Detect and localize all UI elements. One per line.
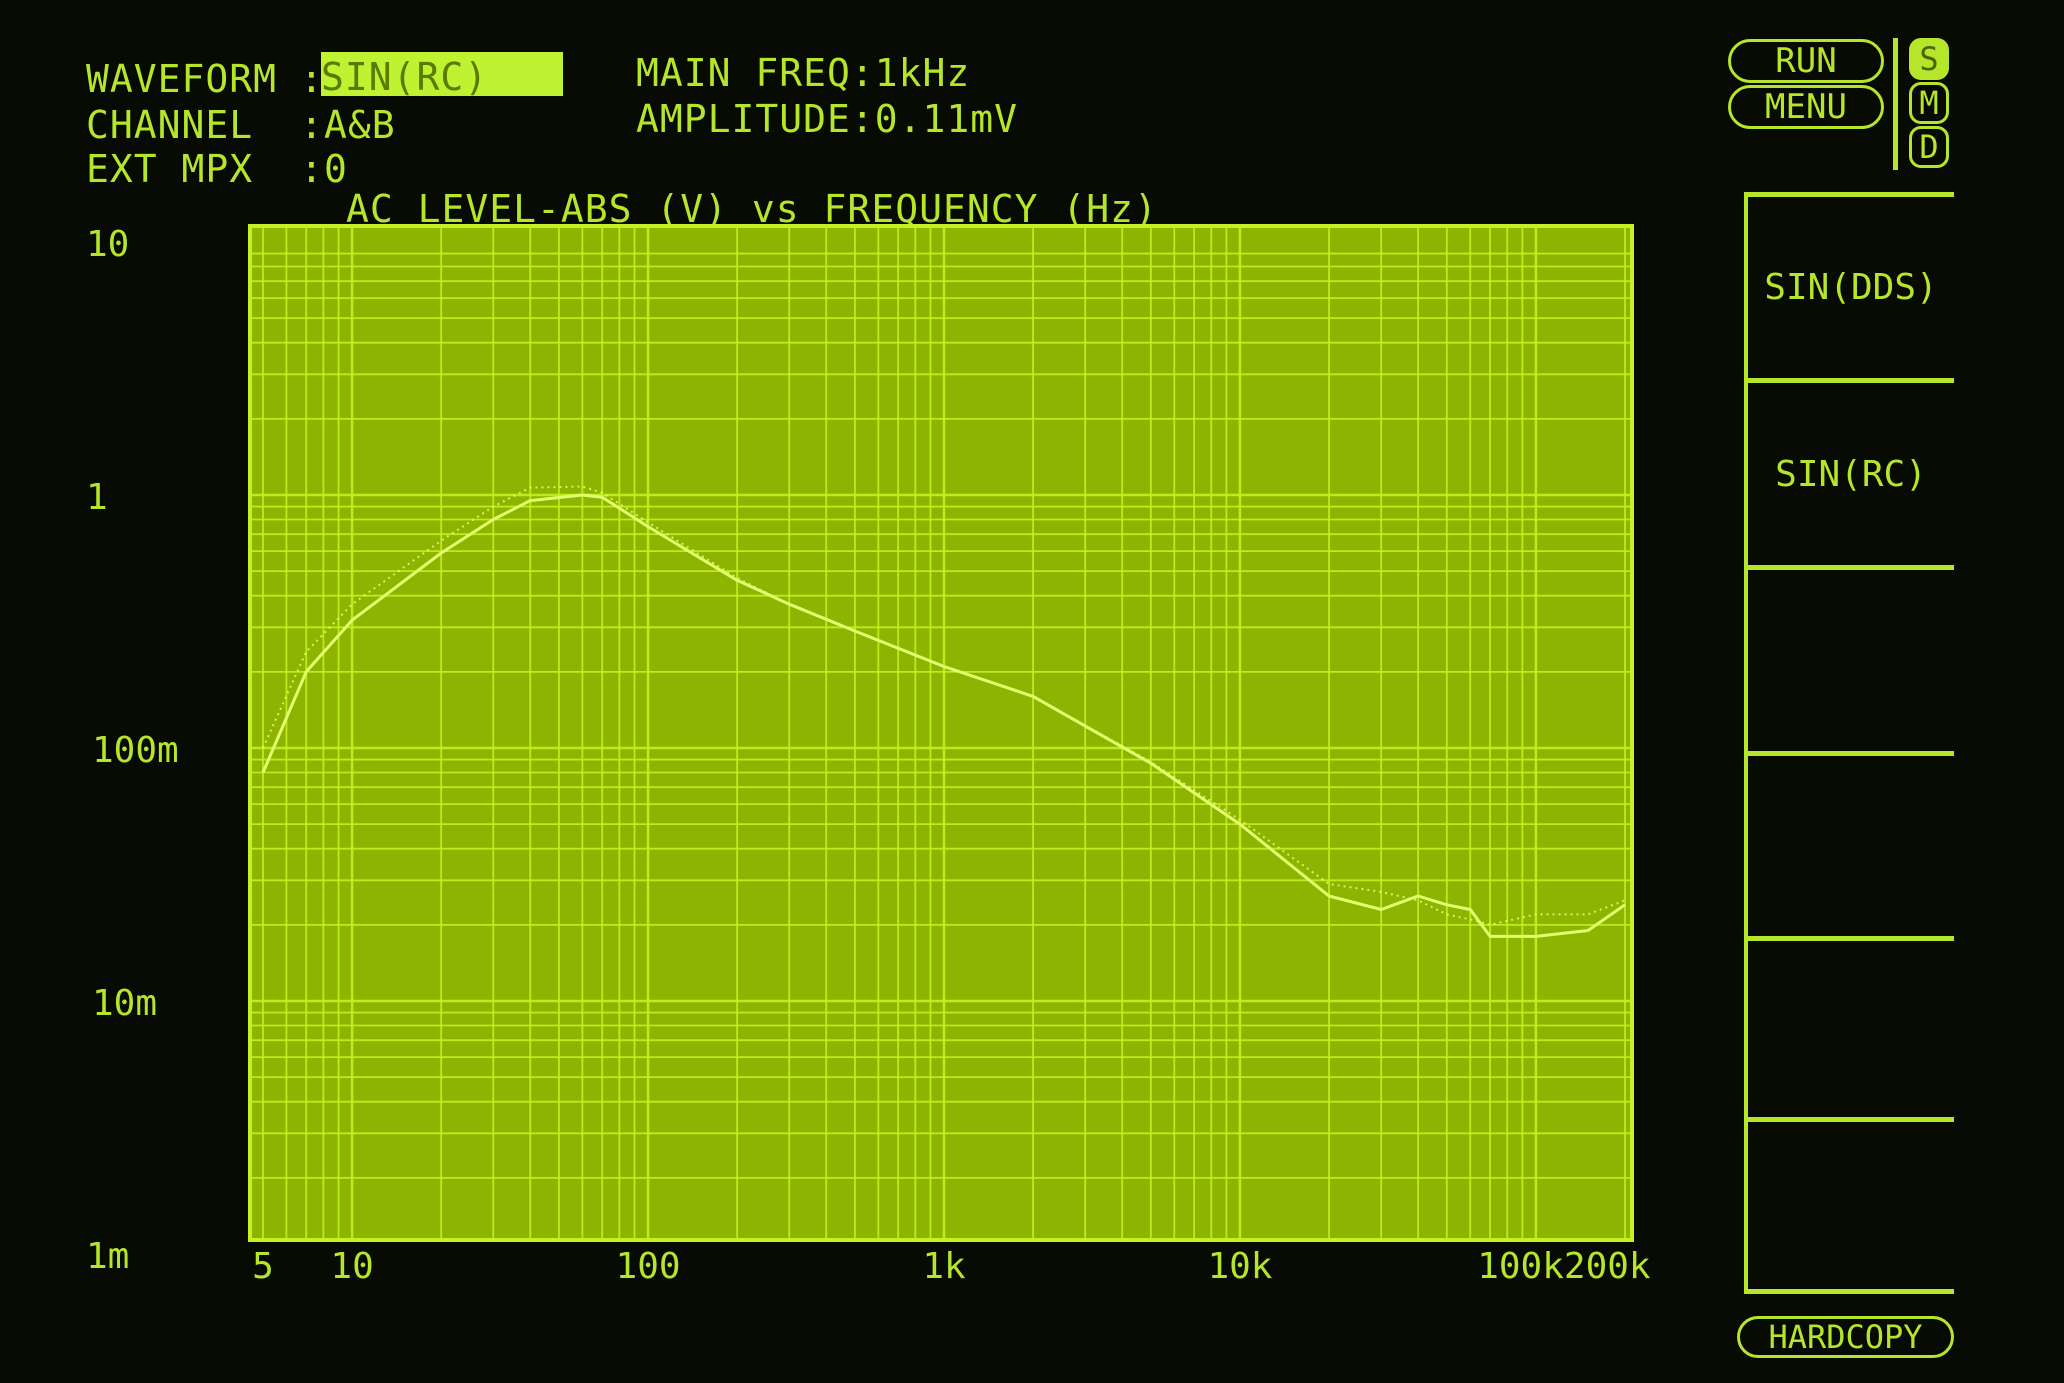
x-tick-label: 5 [252, 1246, 274, 1287]
y-tick-label: 1 [86, 477, 108, 518]
mode-d-button[interactable]: D [1909, 126, 1949, 168]
run-button[interactable]: RUN [1728, 39, 1884, 83]
main-freq: MAIN FREQ:1kHz [636, 51, 971, 95]
extmpx-value[interactable]: 0 [324, 147, 348, 191]
trace-series-1 [261, 493, 1626, 938]
menu-button[interactable]: MENU [1728, 85, 1884, 129]
y-tick-label: 10 [86, 224, 129, 265]
channel-value[interactable]: A&B [324, 103, 396, 147]
mode-s-button[interactable]: S [1909, 38, 1949, 80]
channel-label: CHANNEL [86, 103, 254, 147]
x-tick-label: 200k [1564, 1246, 1651, 1287]
mode-m-button[interactable]: M [1909, 82, 1949, 124]
plot-area [248, 224, 1634, 1242]
waveform-value[interactable]: SIN(RC) [321, 52, 563, 96]
divider [1893, 38, 1898, 170]
separator: : [300, 103, 324, 147]
y-tick-label: 100m [92, 730, 179, 771]
y-tick-label: 10m [92, 983, 157, 1024]
softkey-6[interactable] [1744, 1122, 1954, 1294]
softkey-4[interactable] [1744, 756, 1954, 941]
chart-title: AC LEVEL-ABS (V) vs FREQUENCY (Hz) [346, 187, 1158, 231]
hardcopy-button[interactable]: HARDCOPY [1737, 1316, 1954, 1358]
x-tick-label: 100 [616, 1246, 681, 1287]
softkey-3[interactable] [1744, 570, 1954, 756]
x-tick-label: 100k [1477, 1246, 1564, 1287]
extmpx-label: EXT MPX [86, 147, 254, 191]
softkey-sin-dds[interactable]: SIN(DDS) [1744, 197, 1954, 383]
x-tick-label: 10k [1207, 1246, 1272, 1287]
softkey-5[interactable] [1744, 941, 1954, 1122]
separator: : [300, 57, 324, 101]
y-tick-label: 1m [86, 1236, 129, 1277]
x-tick-label: 10 [330, 1246, 373, 1287]
amplitude: AMPLITUDE:0.11mV [636, 97, 1019, 141]
softkey-top-border [1744, 192, 1954, 197]
waveform-label: WAVEFORM [86, 57, 278, 101]
separator: : [300, 147, 324, 191]
x-tick-label: 1k [922, 1246, 966, 1287]
softkey-sin-rc[interactable]: SIN(RC) [1744, 383, 1954, 570]
trace-series-2 [262, 485, 1626, 926]
